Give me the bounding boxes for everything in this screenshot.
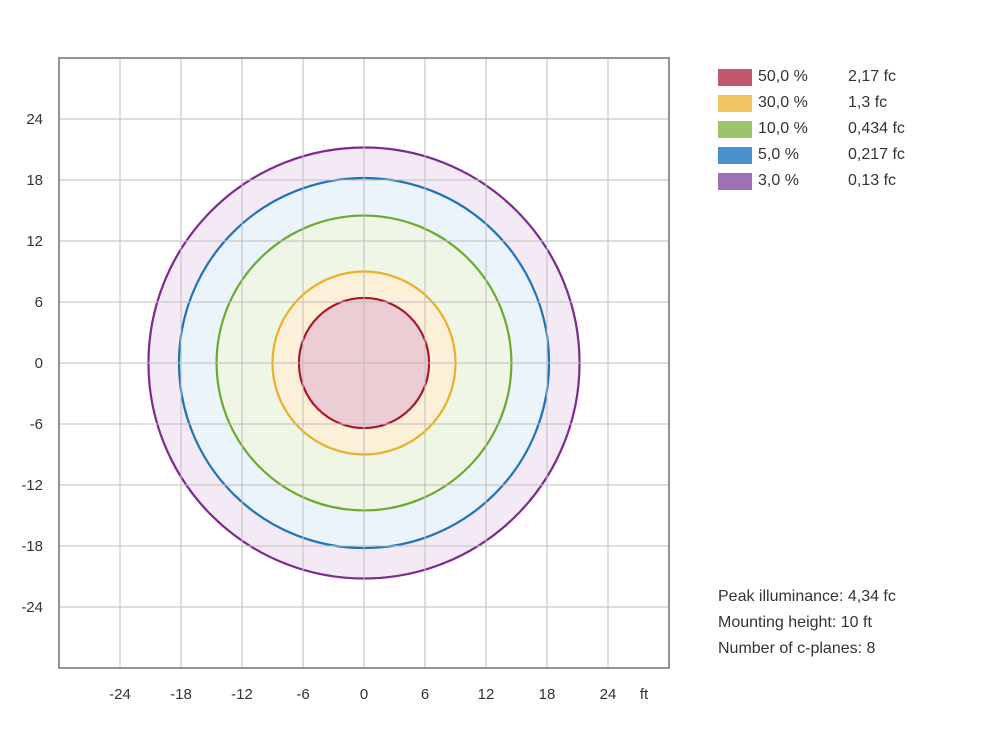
legend-percent: 3,0 %: [758, 172, 799, 189]
x-tick-labels: -24 -18 -12 -6 0 6 12 18 24 ft: [109, 686, 649, 703]
plot-frame: [58, 57, 670, 669]
y-tick-label: 24: [26, 111, 43, 128]
x-tick-label: 12: [478, 686, 495, 703]
x-tick-label: 0: [360, 686, 368, 703]
x-tick-label: -24: [109, 686, 131, 703]
mounting-height: Mounting height: 10 ft: [718, 614, 872, 631]
legend-value: 2,17 fc: [848, 68, 897, 85]
legend-swatch: [718, 120, 752, 138]
grid-lines: [59, 58, 669, 668]
x-axis-unit: ft: [640, 686, 649, 703]
legend-value: 1,3 fc: [848, 94, 888, 111]
plot-border: [58, 57, 670, 669]
y-tick-label: 18: [26, 172, 43, 189]
y-tick-labels: 24 18 12 6 0 -6 -12 -18 -24: [21, 111, 43, 616]
legend-percent: 50,0 %: [758, 68, 808, 85]
legend-percent: 30,0 %: [758, 94, 808, 111]
y-tick-label: 6: [35, 294, 43, 311]
legend-item-50: 50,0 % 2,17 fc: [718, 64, 948, 90]
x-tick-label: 18: [539, 686, 556, 703]
c-plane-count: Number of c-planes: 8: [718, 640, 876, 657]
y-tick-label: -6: [30, 416, 43, 433]
legend-percent: 10,0 %: [758, 120, 808, 137]
legend-item-3: 3,0 % 0,13 fc: [718, 168, 948, 194]
legend-percent: 5,0 %: [758, 146, 799, 163]
legend-item-30: 30,0 % 1,3 fc: [718, 90, 948, 116]
info-panel: Peak illuminance: 4,34 fc Mounting heigh…: [718, 584, 896, 662]
legend-value: 0,13 fc: [848, 172, 897, 189]
x-tick-label: 24: [600, 686, 617, 703]
x-tick-label: 6: [421, 686, 429, 703]
y-tick-label: -12: [21, 477, 43, 494]
legend-swatch: [718, 146, 752, 164]
y-tick-label: -18: [21, 538, 43, 555]
y-tick-label: 0: [35, 355, 43, 372]
x-tick-label: -12: [231, 686, 253, 703]
legend-swatch: [718, 172, 752, 190]
y-tick-label: 12: [26, 233, 43, 250]
peak-illuminance: Peak illuminance: 4,34 fc: [718, 588, 896, 605]
legend-value: 0,434 fc: [848, 120, 905, 137]
legend-swatch: [718, 68, 752, 86]
legend-item-5: 5,0 % 0,217 fc: [718, 142, 948, 168]
x-tick-label: -18: [170, 686, 192, 703]
legend-item-10: 10,0 % 0,434 fc: [718, 116, 948, 142]
x-tick-label: -6: [296, 686, 309, 703]
legend: 50,0 % 2,17 fc 30,0 % 1,3 fc 10,0 % 0,43…: [718, 64, 948, 194]
isolux-chart: -24 -18 -12 -6 0 6 12 18 24 ft 24181260-6-12-18-2…: [21, 57, 670, 703]
legend-swatch: [718, 94, 752, 112]
y-tick-label: -24: [21, 599, 43, 616]
legend-value: 0,217 fc: [848, 146, 905, 163]
